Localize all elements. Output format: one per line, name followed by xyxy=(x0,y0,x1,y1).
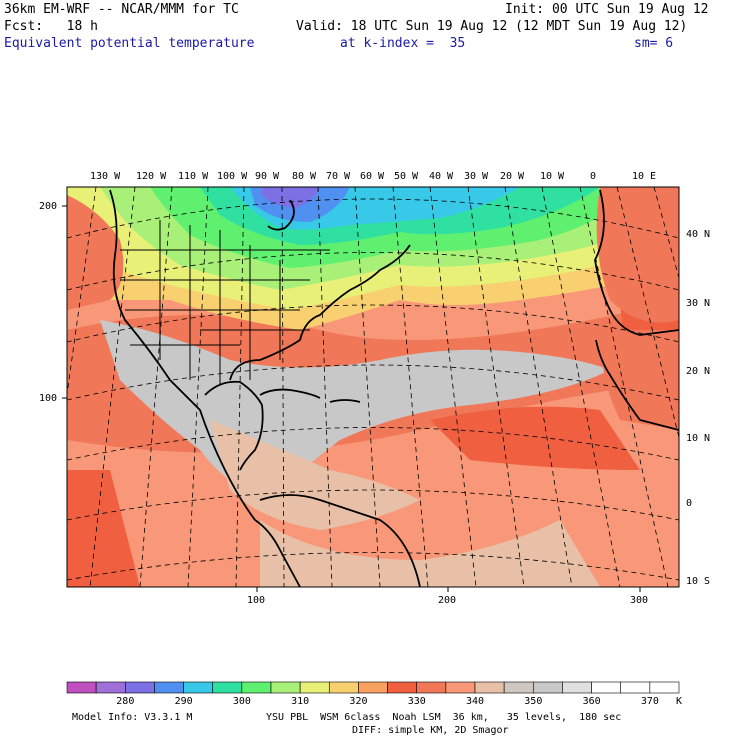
colorbar-swatch xyxy=(328,681,359,694)
lon-label: 100 W xyxy=(217,171,248,182)
pacific-coast xyxy=(109,189,301,587)
colorbar-label: 370 xyxy=(640,696,659,707)
field-red-streak xyxy=(430,406,640,470)
field-tan-region xyxy=(210,420,420,530)
colorbar-swatch xyxy=(445,681,476,694)
grid-y-label-100: 100 xyxy=(39,393,58,404)
lon-label: 40 W xyxy=(429,171,454,182)
units-label: K xyxy=(676,696,683,707)
field-purple-core xyxy=(262,187,320,208)
grid-x-label-100: 100 xyxy=(247,595,266,606)
colorbar-swatch xyxy=(649,681,680,694)
lat-label: 30 N xyxy=(686,298,711,309)
lat-label: 10 N xyxy=(686,433,711,444)
cuba xyxy=(259,388,321,399)
lon-label: 0 xyxy=(590,171,597,182)
lon-label: 10 W xyxy=(540,171,565,182)
model-info: Model Info: V3.3.1 M xyxy=(72,712,193,723)
colorbar-swatch xyxy=(154,681,184,694)
colorbar-swatch xyxy=(66,681,97,694)
valid-time: Valid: 18 UTC Sun 19 Aug 12 (12 MDT Sun … xyxy=(296,19,688,34)
lat-label: 10 S xyxy=(686,576,711,587)
lon-label: 90 W xyxy=(255,171,280,182)
lon-label: 30 W xyxy=(464,171,489,182)
colorbar-swatch xyxy=(270,681,301,694)
political-borders xyxy=(120,220,330,385)
colorbar-swatch xyxy=(562,681,592,694)
smoothing-value: sm= 6 xyxy=(634,36,674,51)
colorbar-swatch xyxy=(387,681,418,694)
field-title: Equivalent potential temperature xyxy=(4,36,255,51)
colorbar-swatch xyxy=(183,681,214,694)
colorbar-swatch xyxy=(299,681,330,694)
colorbar-swatch xyxy=(416,681,447,694)
lat-label: 40 N xyxy=(686,229,711,240)
colorbar-swatch xyxy=(503,681,534,694)
hudson-bay xyxy=(267,199,295,231)
south-america-north xyxy=(259,494,421,587)
lon-label: 60 W xyxy=(360,171,385,182)
field-tan-south xyxy=(260,520,600,587)
colorbar-swatch xyxy=(474,681,505,694)
colorbar-label: 300 xyxy=(232,696,251,707)
colorbar-label: 320 xyxy=(349,696,368,707)
colorbar-swatch xyxy=(620,681,651,694)
field-red-europe xyxy=(596,187,679,323)
grid-y-label-200: 200 xyxy=(39,201,58,212)
lon-label: 10 E xyxy=(632,171,657,182)
colorbar-label: 280 xyxy=(116,696,135,707)
colorbar-swatch xyxy=(241,681,272,694)
gulf-coast xyxy=(204,380,264,471)
graticule xyxy=(67,187,679,587)
init-time: Init: 00 UTC Sun 19 Aug 12 xyxy=(505,2,709,17)
lat-label: 20 N xyxy=(686,366,711,377)
axis-ticks xyxy=(62,205,641,592)
lon-label: 130 W xyxy=(90,171,121,182)
hispaniola xyxy=(329,399,361,403)
level-index: at k-index = 35 xyxy=(340,36,466,51)
lon-label: 110 W xyxy=(178,171,209,182)
colorbar-swatch xyxy=(95,681,126,694)
lon-label: 120 W xyxy=(136,171,167,182)
field-red-africa xyxy=(600,330,679,430)
lon-label: 70 W xyxy=(326,171,351,182)
colorbar-swatch xyxy=(212,681,243,694)
colorbar-swatch xyxy=(591,681,622,694)
europe-africa-coast xyxy=(594,189,679,336)
colorbar-label: 350 xyxy=(524,696,543,707)
colorbar-swatch xyxy=(358,681,388,694)
field-red-pacific xyxy=(67,470,140,587)
field-red-west xyxy=(67,195,124,310)
colorbar-label: 360 xyxy=(582,696,601,707)
lon-label: 50 W xyxy=(394,171,419,182)
colorbar-label: 290 xyxy=(174,696,193,707)
lat-label: 0 xyxy=(686,498,693,509)
colorbar xyxy=(66,681,680,694)
grid-x-label-300: 300 xyxy=(630,595,649,606)
map-frame xyxy=(66,186,680,588)
grid-x-label-200: 200 xyxy=(438,595,457,606)
colorbar-label: 340 xyxy=(466,696,485,707)
diffusion-info: DIFF: simple KM, 2D Smagor xyxy=(352,725,509,736)
colorbar-label: 330 xyxy=(407,696,426,707)
physics-info: YSU PBL WSM 6class Noah LSM 36 km, 35 le… xyxy=(266,712,622,723)
model-title: 36km EM-WRF -- NCAR/MMM for TC xyxy=(4,2,239,17)
africa-west-coast xyxy=(595,339,679,431)
colorbar-swatch xyxy=(532,681,563,694)
lon-label: 80 W xyxy=(292,171,317,182)
atlantic-coast-na xyxy=(229,244,411,381)
colorbar-label: 310 xyxy=(291,696,310,707)
coastlines xyxy=(109,189,679,587)
forecast-hour: Fcst: 18 h xyxy=(4,19,98,34)
lon-label: 20 W xyxy=(500,171,525,182)
colorbar-swatch xyxy=(124,681,155,694)
